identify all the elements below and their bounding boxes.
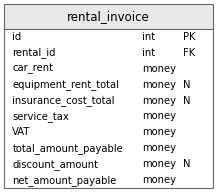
Text: money: money <box>142 96 176 106</box>
Text: money: money <box>142 143 176 153</box>
Text: PK: PK <box>183 32 195 42</box>
Text: total_amount_payable: total_amount_payable <box>12 143 123 154</box>
Text: FK: FK <box>183 48 195 58</box>
Text: N: N <box>183 80 190 90</box>
Text: equipment_rent_total: equipment_rent_total <box>12 79 119 90</box>
Text: money: money <box>142 127 176 137</box>
Text: money: money <box>142 64 176 74</box>
Text: id: id <box>12 32 22 42</box>
Text: net_amount_payable: net_amount_payable <box>12 175 117 185</box>
Bar <box>4 29 213 188</box>
Text: rental_id: rental_id <box>12 47 56 58</box>
Text: car_rent: car_rent <box>12 64 53 74</box>
Text: money: money <box>142 80 176 90</box>
Text: N: N <box>183 159 190 169</box>
Text: int: int <box>142 48 155 58</box>
Text: int: int <box>142 32 155 42</box>
Text: money: money <box>142 111 176 122</box>
Text: discount_amount: discount_amount <box>12 159 98 170</box>
Text: insurance_cost_total: insurance_cost_total <box>12 95 115 106</box>
Text: VAT: VAT <box>12 127 31 137</box>
Text: service_tax: service_tax <box>12 111 69 122</box>
Text: rental_invoice: rental_invoice <box>67 10 150 23</box>
Text: money: money <box>142 159 176 169</box>
Text: N: N <box>183 96 190 106</box>
Text: money: money <box>142 175 176 185</box>
Bar <box>4 4 213 29</box>
